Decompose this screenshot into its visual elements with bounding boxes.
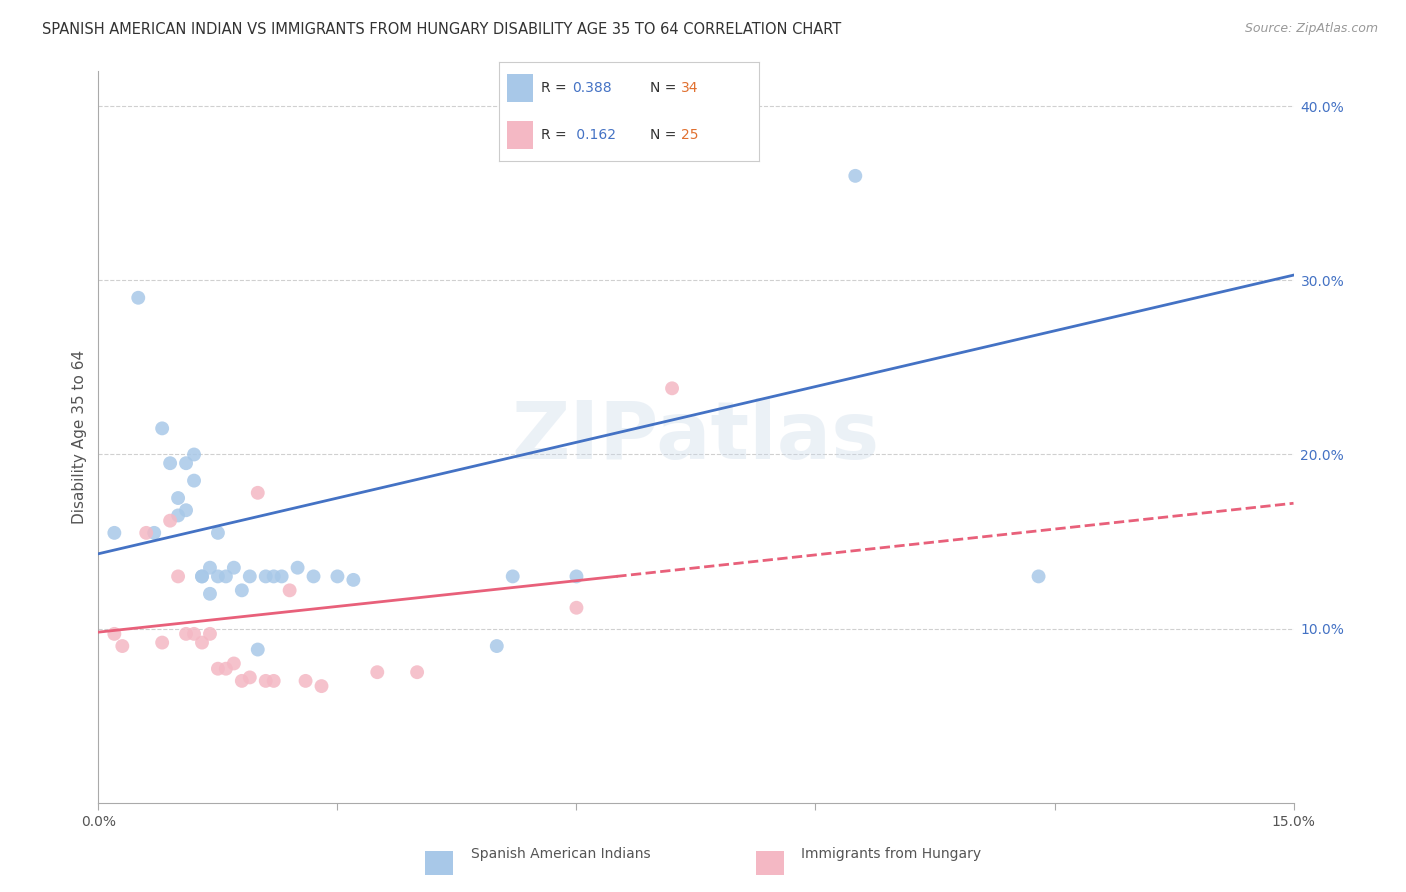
Point	[159, 456, 181, 470]
Bar	[756, 851, 785, 876]
Text: 34: 34	[682, 81, 699, 95]
Point	[167, 508, 190, 523]
Text: 0.388: 0.388	[572, 81, 612, 95]
Point	[191, 635, 214, 649]
Point	[207, 569, 229, 583]
Point	[239, 670, 262, 684]
Point	[302, 569, 325, 583]
Point	[231, 583, 253, 598]
Point	[311, 679, 333, 693]
Point	[174, 627, 197, 641]
Point	[254, 569, 277, 583]
Point	[135, 525, 157, 540]
Text: Source: ZipAtlas.com: Source: ZipAtlas.com	[1244, 22, 1378, 36]
Point	[191, 569, 214, 583]
Bar	[508, 74, 533, 102]
Point	[183, 627, 205, 641]
Point	[231, 673, 253, 688]
Point	[342, 573, 364, 587]
Text: 25: 25	[682, 128, 699, 142]
Point	[127, 291, 149, 305]
Point	[287, 560, 309, 574]
Point	[215, 569, 238, 583]
Point	[103, 627, 125, 641]
Text: Immigrants from Hungary: Immigrants from Hungary	[801, 847, 981, 861]
Y-axis label: Disability Age 35 to 64: Disability Age 35 to 64	[72, 350, 87, 524]
Text: N =: N =	[650, 81, 681, 95]
Point	[294, 673, 316, 688]
Point	[366, 665, 388, 680]
Point	[159, 514, 181, 528]
Point	[191, 569, 214, 583]
Point	[222, 657, 245, 671]
Point	[661, 381, 683, 395]
Text: ZIPatlas: ZIPatlas	[512, 398, 880, 476]
Point	[246, 642, 269, 657]
Point	[143, 525, 166, 540]
Point	[207, 662, 229, 676]
Point	[103, 525, 125, 540]
Point	[278, 583, 301, 598]
Point	[565, 569, 588, 583]
Point	[174, 456, 197, 470]
Point	[239, 569, 262, 583]
Point	[150, 421, 173, 435]
Point	[183, 448, 205, 462]
Point	[183, 474, 205, 488]
Point	[844, 169, 866, 183]
Point	[150, 635, 173, 649]
Point	[198, 560, 221, 574]
Bar	[508, 121, 533, 149]
Text: R =: R =	[541, 128, 571, 142]
Text: R =: R =	[541, 81, 571, 95]
Point	[326, 569, 349, 583]
Point	[174, 503, 197, 517]
Point	[167, 569, 190, 583]
Point	[254, 673, 277, 688]
Point	[111, 639, 134, 653]
Point	[222, 560, 245, 574]
Text: 0.162: 0.162	[572, 128, 616, 142]
Point	[167, 491, 190, 505]
Point	[207, 525, 229, 540]
Point	[263, 569, 285, 583]
Point	[263, 673, 285, 688]
Text: N =: N =	[650, 128, 681, 142]
Point	[198, 587, 221, 601]
Point	[270, 569, 292, 583]
Point	[198, 627, 221, 641]
Text: Spanish American Indians: Spanish American Indians	[471, 847, 651, 861]
Point	[215, 662, 238, 676]
Point	[1028, 569, 1050, 583]
Point	[485, 639, 508, 653]
Point	[246, 485, 269, 500]
Bar	[425, 851, 453, 876]
Point	[406, 665, 429, 680]
Point	[565, 600, 588, 615]
Point	[502, 569, 524, 583]
Text: SPANISH AMERICAN INDIAN VS IMMIGRANTS FROM HUNGARY DISABILITY AGE 35 TO 64 CORRE: SPANISH AMERICAN INDIAN VS IMMIGRANTS FR…	[42, 22, 841, 37]
